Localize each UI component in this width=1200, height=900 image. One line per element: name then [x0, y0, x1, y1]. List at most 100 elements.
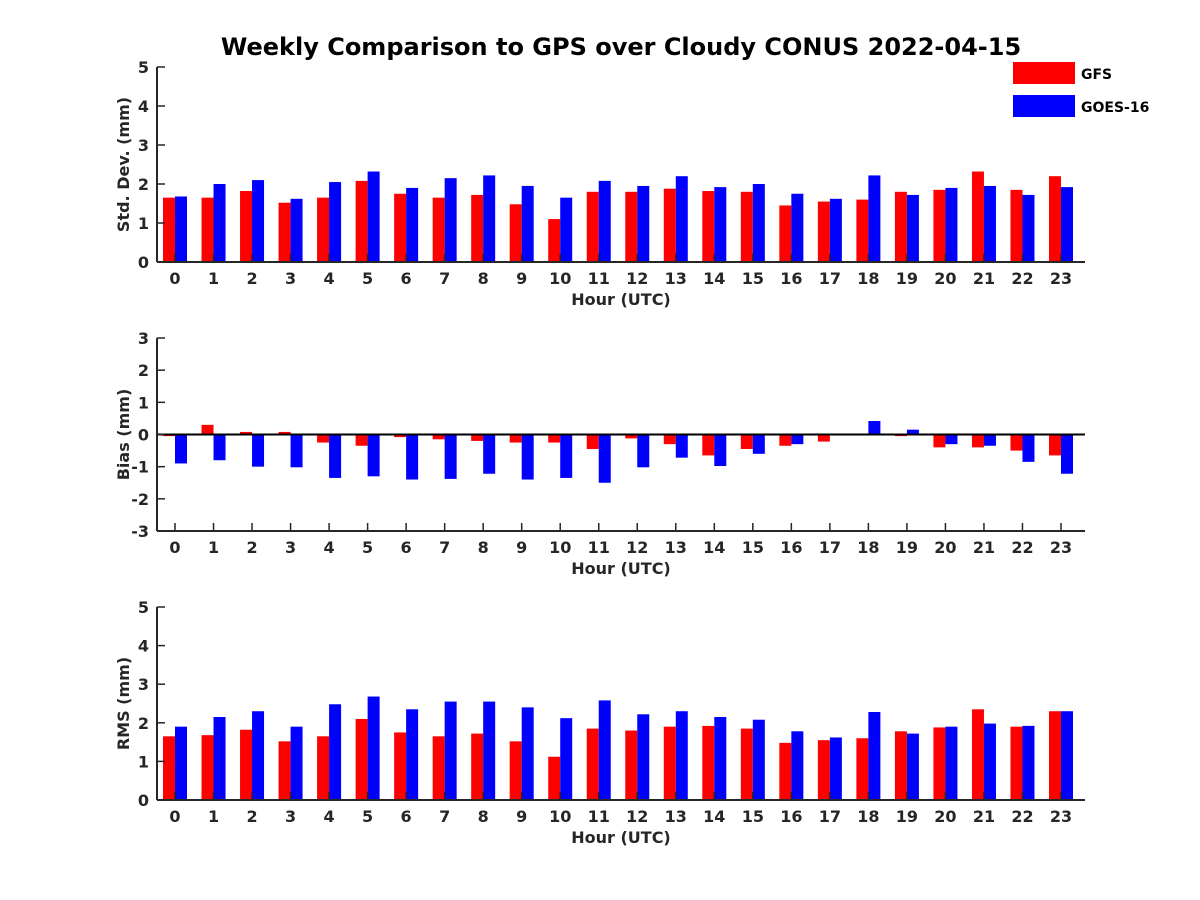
- bar-goes16-hour-14: [714, 717, 727, 800]
- bar-goes16-hour-8: [483, 175, 496, 262]
- x-tick-label: 20: [934, 807, 956, 826]
- bar-gfs-hour-18: [856, 738, 869, 800]
- x-tick-label: 17: [819, 807, 841, 826]
- bar-gfs-hour-19: [894, 731, 907, 800]
- y-tick-label: 0: [138, 791, 149, 810]
- bar-goes16-hour-13: [675, 176, 688, 262]
- y-tick-label: 2: [138, 361, 149, 380]
- bar-goes16-hour-3: [290, 434, 303, 468]
- bar-gfs-hour-20: [933, 434, 946, 448]
- bar-goes16-hour-13: [675, 711, 688, 800]
- bar-gfs-hour-5: [355, 180, 368, 262]
- bar-gfs-hour-23: [1049, 711, 1061, 800]
- x-tick-label: 7: [439, 269, 450, 288]
- bar-gfs-hour-1: [201, 424, 214, 435]
- y-tick-label: -2: [131, 490, 149, 509]
- x-tick-label: 20: [934, 269, 956, 288]
- x-tick-label: 10: [549, 807, 571, 826]
- x-tick-label: 18: [857, 538, 879, 557]
- x-tick-label: 4: [324, 538, 335, 557]
- legend-label-goes16: GOES-16: [1081, 100, 1149, 116]
- bar-goes16-hour-20: [945, 434, 958, 445]
- x-tick-label: 23: [1050, 269, 1072, 288]
- x-tick-label: 3: [285, 538, 296, 557]
- bar-goes16-hour-4: [329, 434, 342, 478]
- bar-goes16-hour-12: [637, 185, 650, 262]
- bar-goes16-hour-3: [290, 726, 303, 800]
- bar-goes16-hour-0: [175, 196, 187, 262]
- x-tick-label: 16: [780, 269, 802, 288]
- bar-gfs-hour-8: [471, 434, 484, 441]
- bar-gfs-hour-2: [240, 191, 253, 262]
- bar-gfs-hour-13: [663, 188, 676, 262]
- y-tick-label: 3: [138, 675, 149, 694]
- y-tick-label: 1: [138, 752, 149, 771]
- y-tick-label: 3: [138, 136, 149, 155]
- x-tick-label: 0: [169, 538, 180, 557]
- x-tick-label: 6: [401, 269, 412, 288]
- y-tick-label: 2: [138, 714, 149, 733]
- bar-gfs-hour-19: [894, 191, 907, 262]
- x-tick-label: 13: [665, 269, 687, 288]
- x-tick-label: 19: [896, 807, 918, 826]
- chart-title: Weekly Comparison to GPS over Cloudy CON…: [221, 33, 1021, 61]
- bar-goes16-hour-23: [1061, 711, 1073, 800]
- y-tick-label: 4: [138, 637, 149, 656]
- x-tick-label: 22: [1011, 269, 1033, 288]
- bar-goes16-hour-10: [560, 197, 573, 262]
- bar-gfs-hour-0: [163, 736, 175, 800]
- bar-goes16-hour-10: [560, 718, 573, 800]
- bar-gfs-hour-11: [586, 191, 599, 262]
- bar-gfs-hour-4: [317, 434, 330, 443]
- bar-gfs-hour-12: [625, 434, 638, 439]
- bar-goes16-hour-17: [829, 737, 842, 800]
- bar-gfs-hour-10: [548, 434, 561, 443]
- y-tick-label: -3: [131, 522, 149, 541]
- x-axis-label: Hour (UTC): [571, 290, 671, 309]
- x-tick-label: 18: [857, 269, 879, 288]
- x-tick-label: 1: [208, 807, 219, 826]
- bar-gfs-hour-13: [663, 726, 676, 800]
- bar-gfs-hour-1: [201, 735, 214, 800]
- x-tick-label: 0: [169, 807, 180, 826]
- bar-gfs-hour-16: [779, 205, 792, 262]
- x-tick-label: 14: [703, 538, 725, 557]
- bar-goes16-hour-20: [945, 187, 958, 262]
- y-tick-label: 5: [138, 58, 149, 77]
- x-tick-label: 21: [973, 538, 995, 557]
- y-tick-label: 1: [138, 393, 149, 412]
- bar-goes16-hour-5: [367, 434, 380, 477]
- bar-goes16-hour-16: [791, 731, 804, 800]
- x-tick-label: 6: [401, 807, 412, 826]
- bar-goes16-hour-22: [1022, 434, 1035, 462]
- x-tick-label: 5: [362, 807, 373, 826]
- x-tick-label: 16: [780, 807, 802, 826]
- x-tick-label: 2: [246, 538, 257, 557]
- x-tick-label: 11: [588, 807, 610, 826]
- bar-goes16-hour-8: [483, 701, 496, 800]
- bar-goes16-hour-22: [1022, 194, 1035, 262]
- bar-gfs-hour-14: [702, 434, 715, 456]
- bar-gfs-hour-2: [240, 729, 253, 800]
- x-tick-label: 17: [819, 269, 841, 288]
- bar-goes16-hour-10: [560, 434, 573, 478]
- bar-gfs-hour-15: [740, 434, 753, 449]
- bar-gfs-hour-11: [586, 434, 599, 449]
- bar-goes16-hour-14: [714, 434, 727, 467]
- x-tick-label: 17: [819, 538, 841, 557]
- bar-gfs-hour-12: [625, 730, 638, 800]
- y-axis-label: RMS (mm): [114, 657, 133, 750]
- x-tick-label: 12: [626, 269, 648, 288]
- x-tick-label: 1: [208, 538, 219, 557]
- bar-gfs-hour-7: [432, 197, 445, 262]
- bar-goes16-hour-9: [521, 707, 534, 800]
- x-tick-label: 18: [857, 807, 879, 826]
- x-tick-label: 21: [973, 269, 995, 288]
- bar-goes16-hour-6: [406, 187, 419, 262]
- x-tick-label: 22: [1011, 538, 1033, 557]
- bar-gfs-hour-10: [548, 756, 561, 800]
- bar-goes16-hour-13: [675, 434, 688, 458]
- y-tick-label: 0: [138, 426, 149, 445]
